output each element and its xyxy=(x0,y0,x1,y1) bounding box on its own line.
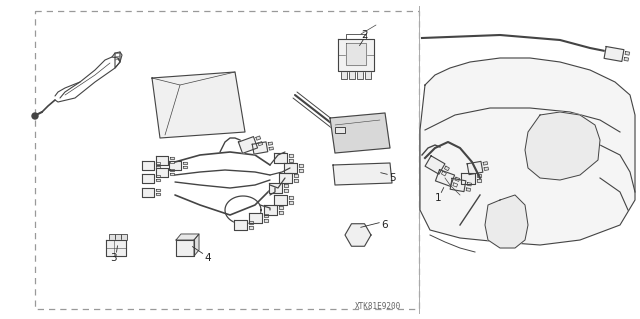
Polygon shape xyxy=(455,177,460,182)
Polygon shape xyxy=(252,142,268,154)
Text: XTK81E9200: XTK81E9200 xyxy=(355,302,401,311)
Polygon shape xyxy=(525,112,600,180)
Text: 5: 5 xyxy=(390,173,396,183)
Polygon shape xyxy=(294,179,298,182)
Polygon shape xyxy=(453,183,458,187)
Polygon shape xyxy=(467,161,483,174)
Polygon shape xyxy=(176,234,199,240)
Polygon shape xyxy=(156,193,160,195)
Polygon shape xyxy=(420,58,635,245)
Polygon shape xyxy=(289,154,292,157)
Bar xyxy=(357,71,363,79)
Polygon shape xyxy=(289,159,292,162)
Polygon shape xyxy=(338,39,374,71)
Polygon shape xyxy=(289,196,292,199)
Polygon shape xyxy=(264,219,268,222)
Polygon shape xyxy=(156,189,160,191)
Polygon shape xyxy=(298,164,303,167)
Polygon shape xyxy=(269,183,282,193)
Polygon shape xyxy=(345,224,371,246)
Bar xyxy=(121,234,127,240)
Polygon shape xyxy=(333,163,392,185)
Polygon shape xyxy=(278,211,282,214)
Polygon shape xyxy=(152,72,245,138)
Polygon shape xyxy=(106,240,126,256)
Polygon shape xyxy=(298,169,303,172)
Bar xyxy=(109,234,115,240)
Polygon shape xyxy=(294,174,298,177)
Polygon shape xyxy=(248,221,253,224)
Bar xyxy=(35,11,419,309)
Text: 6: 6 xyxy=(381,220,388,230)
Polygon shape xyxy=(444,166,449,171)
Polygon shape xyxy=(284,163,296,173)
Polygon shape xyxy=(170,173,174,175)
Polygon shape xyxy=(170,157,174,159)
Polygon shape xyxy=(239,137,257,153)
Polygon shape xyxy=(156,179,160,182)
Polygon shape xyxy=(450,178,466,192)
Polygon shape xyxy=(485,195,528,248)
Polygon shape xyxy=(264,214,268,217)
Polygon shape xyxy=(477,179,481,182)
Polygon shape xyxy=(256,136,260,140)
Polygon shape xyxy=(268,142,273,145)
Polygon shape xyxy=(142,174,154,182)
Bar xyxy=(115,234,121,240)
Polygon shape xyxy=(194,234,199,256)
Polygon shape xyxy=(264,205,276,215)
Polygon shape xyxy=(269,147,273,150)
Polygon shape xyxy=(248,226,253,229)
Polygon shape xyxy=(461,173,475,183)
Polygon shape xyxy=(330,113,390,153)
Polygon shape xyxy=(248,213,262,223)
Polygon shape xyxy=(273,153,287,163)
Polygon shape xyxy=(234,220,246,230)
Polygon shape xyxy=(142,188,154,197)
Polygon shape xyxy=(435,170,454,186)
Polygon shape xyxy=(156,155,168,165)
Circle shape xyxy=(351,228,365,242)
Polygon shape xyxy=(467,182,472,186)
Polygon shape xyxy=(477,174,481,177)
Polygon shape xyxy=(170,169,174,171)
Polygon shape xyxy=(278,173,291,183)
Polygon shape xyxy=(156,174,160,177)
Polygon shape xyxy=(624,57,628,61)
Polygon shape xyxy=(278,206,282,209)
Polygon shape xyxy=(142,160,154,169)
Polygon shape xyxy=(442,171,446,176)
Bar xyxy=(349,71,355,79)
Polygon shape xyxy=(483,162,488,165)
Text: 4: 4 xyxy=(205,253,211,263)
Polygon shape xyxy=(183,162,187,164)
Polygon shape xyxy=(346,43,366,65)
Polygon shape xyxy=(156,166,160,168)
Polygon shape xyxy=(284,189,287,192)
Polygon shape xyxy=(170,161,174,163)
Polygon shape xyxy=(176,240,194,256)
Bar xyxy=(335,127,345,133)
Text: 1: 1 xyxy=(435,193,442,203)
Bar xyxy=(341,71,347,79)
Polygon shape xyxy=(156,162,160,164)
Polygon shape xyxy=(425,156,445,174)
Polygon shape xyxy=(169,160,181,169)
Polygon shape xyxy=(625,51,630,55)
Polygon shape xyxy=(604,47,624,62)
Polygon shape xyxy=(258,142,262,146)
Polygon shape xyxy=(289,201,292,204)
Polygon shape xyxy=(156,167,168,176)
Polygon shape xyxy=(273,195,287,205)
Polygon shape xyxy=(284,184,287,187)
Polygon shape xyxy=(466,188,470,191)
Circle shape xyxy=(32,113,38,119)
Bar xyxy=(365,71,371,79)
Polygon shape xyxy=(484,167,488,170)
Text: 2: 2 xyxy=(362,30,368,40)
Polygon shape xyxy=(183,166,187,168)
Text: 3: 3 xyxy=(109,253,116,263)
